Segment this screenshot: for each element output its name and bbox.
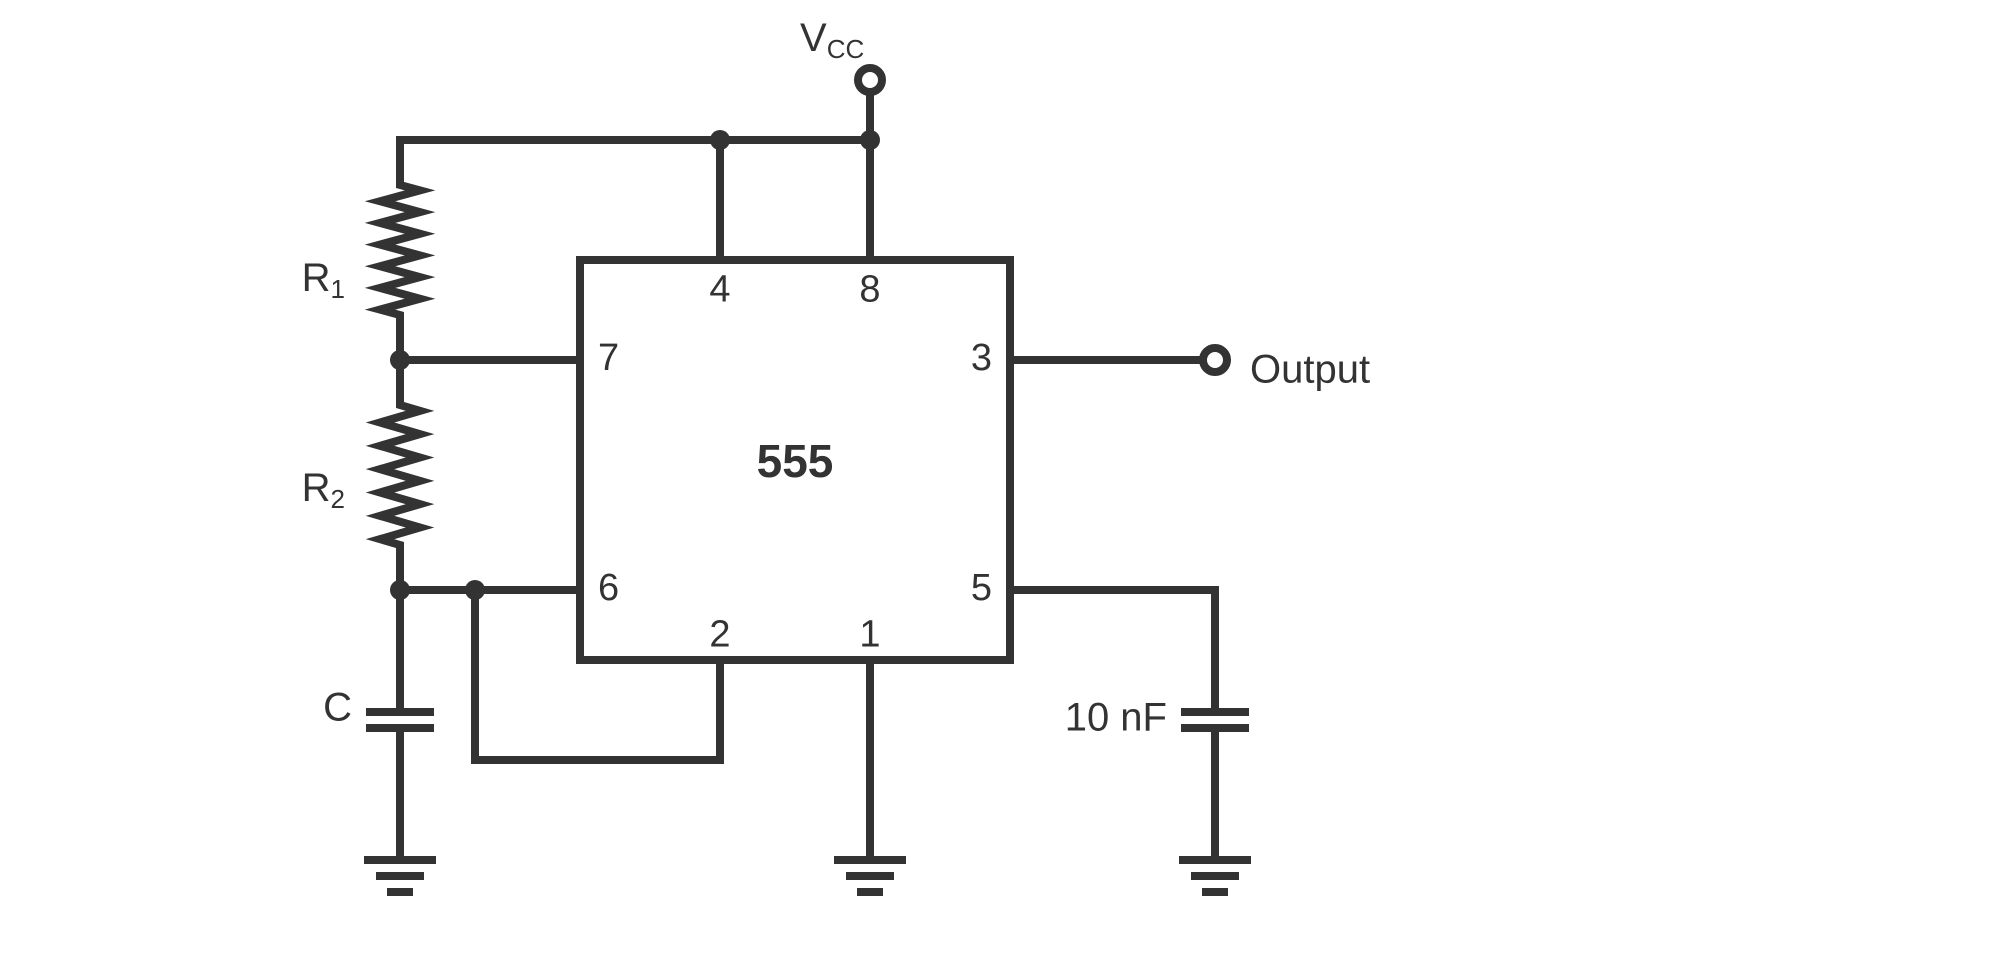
ic-555-label: 555 [757, 435, 834, 487]
wire-pin5-to-Cout [1010, 590, 1215, 712]
pin-5: 5 [971, 567, 992, 609]
label-r1: R1 [302, 256, 345, 305]
pin-2: 2 [709, 613, 730, 655]
junction [390, 350, 410, 370]
pin-4: 4 [709, 268, 730, 310]
resistor-r1 [380, 175, 420, 325]
junction [390, 580, 410, 600]
pin-7: 7 [598, 337, 619, 379]
junction [710, 130, 730, 150]
circuit-schematic: 555 4 8 2 1 7 6 3 5 R1 R2 C 10 nF VCC Output [0, 0, 2000, 972]
pin-3: 3 [971, 337, 992, 379]
junction [465, 580, 485, 600]
pin-1: 1 [859, 613, 880, 655]
output-terminal [1203, 348, 1227, 372]
label-r2: R2 [302, 466, 345, 515]
resistor-r2 [380, 395, 420, 555]
vcc-terminal [858, 68, 882, 92]
junction [860, 130, 880, 150]
pin-6: 6 [598, 567, 619, 609]
label-cout: 10 nF [1065, 696, 1167, 740]
label-c: C [323, 686, 352, 730]
label-output: Output [1250, 348, 1370, 392]
label-vcc: VCC [800, 16, 864, 65]
pin-8: 8 [859, 268, 880, 310]
